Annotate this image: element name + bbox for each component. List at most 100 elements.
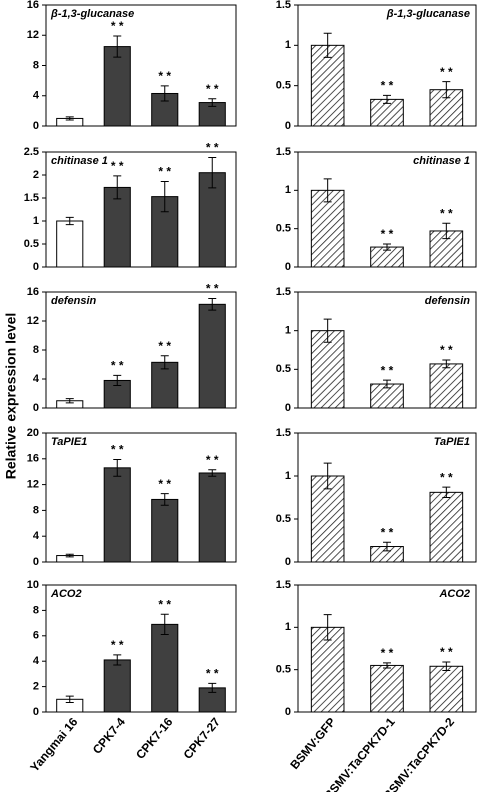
- significance: * *: [206, 453, 219, 467]
- bar: [310, 189, 345, 268]
- bar: [429, 665, 464, 713]
- error-bar: [442, 359, 451, 369]
- y-tick-label: 0: [33, 261, 39, 273]
- error-bar: [113, 35, 122, 58]
- significance: * *: [440, 470, 453, 484]
- y-tick-label: 20: [27, 427, 39, 439]
- bar: [429, 491, 464, 563]
- significance: * *: [111, 443, 124, 457]
- panel-title: chitinase 1: [51, 155, 108, 167]
- significance: * *: [206, 82, 219, 96]
- bar: [151, 361, 179, 409]
- significance: * *: [158, 597, 171, 611]
- error-bar: [160, 180, 169, 213]
- y-tick-label: 4: [33, 530, 40, 542]
- significance: * *: [206, 282, 219, 296]
- y-tick-label: 16: [27, 286, 39, 298]
- error-bar: [383, 379, 391, 389]
- significance: * *: [111, 159, 124, 173]
- y-tick-label: 0.5: [276, 664, 291, 676]
- y-tick-label: 0: [33, 120, 39, 132]
- panel-title: ACO2: [50, 588, 82, 600]
- y-tick-label: 1: [285, 39, 291, 51]
- y-tick-label: 0.5: [276, 80, 291, 92]
- significance: * *: [158, 165, 171, 179]
- y-tick-label: 2: [33, 681, 39, 693]
- panel-title: ACO2: [438, 588, 470, 600]
- error-bar: [65, 398, 74, 404]
- bar: [198, 472, 226, 563]
- y-tick-label: 16: [27, 0, 39, 11]
- significance: * *: [440, 206, 453, 220]
- error-bar: [442, 222, 451, 240]
- significance: * *: [111, 359, 124, 373]
- y-tick-label: 1: [285, 184, 291, 196]
- y-tick-label: 1: [285, 621, 291, 633]
- error-bar: [160, 85, 169, 102]
- significance: * *: [158, 69, 171, 83]
- significance: * *: [158, 477, 171, 491]
- y-axis-label: Relative expression level: [3, 313, 19, 480]
- bar: [429, 363, 464, 409]
- significance: * *: [440, 65, 453, 79]
- panel-title: β-1,3-glucanase: [386, 8, 470, 20]
- y-tick-label: 1: [33, 215, 39, 227]
- panel-title: β-1,3-glucanase: [50, 8, 134, 20]
- y-tick-label: 1.5: [276, 286, 291, 298]
- y-tick-label: 1.5: [276, 579, 291, 591]
- error-bar: [208, 157, 217, 189]
- y-tick-label: 10: [27, 579, 39, 591]
- error-bar: [160, 613, 169, 636]
- error-bar: [323, 462, 332, 490]
- panel-title: TaPIE1: [434, 436, 470, 448]
- significance: * *: [111, 638, 124, 652]
- y-tick-label: 1.5: [276, 146, 291, 158]
- error-bar: [65, 216, 74, 226]
- x-tick-label: CPK7-27: [181, 715, 224, 762]
- bar: [310, 330, 345, 409]
- significance: * *: [381, 525, 394, 539]
- error-bar: [383, 243, 391, 251]
- significance: * *: [206, 667, 219, 681]
- significance: * *: [381, 227, 394, 241]
- bar: [103, 186, 131, 268]
- y-tick-label: 2.5: [24, 146, 39, 158]
- panel-title: TaPIE1: [51, 436, 87, 448]
- bar: [103, 467, 131, 563]
- y-tick-label: 0: [285, 261, 291, 273]
- significance: * *: [111, 19, 124, 33]
- y-tick-label: 0: [285, 706, 291, 718]
- y-tick-label: 1.5: [276, 0, 291, 11]
- error-bar: [208, 298, 217, 311]
- y-tick-label: 0: [285, 402, 291, 414]
- significance: * *: [440, 645, 453, 659]
- error-bar: [323, 32, 332, 58]
- error-bar: [383, 94, 391, 104]
- error-bar: [208, 98, 217, 107]
- bar: [151, 498, 179, 563]
- y-tick-label: 0: [33, 556, 39, 568]
- y-tick-label: 4: [33, 655, 40, 667]
- error-bar: [442, 81, 451, 99]
- y-tick-label: 0.5: [276, 363, 291, 375]
- y-tick-label: 1: [285, 325, 291, 337]
- error-bar: [442, 661, 451, 672]
- y-tick-label: 4: [33, 373, 40, 385]
- error-bar: [383, 662, 391, 669]
- error-bar: [113, 458, 122, 477]
- y-tick-label: 0: [285, 556, 291, 568]
- significance: * *: [206, 141, 219, 155]
- y-tick-label: 1: [285, 470, 291, 482]
- error-bar: [383, 541, 391, 552]
- y-tick-label: 0: [285, 120, 291, 132]
- error-bar: [323, 318, 332, 343]
- error-bar: [323, 614, 332, 641]
- y-tick-label: 1.5: [24, 192, 39, 204]
- error-bar: [113, 654, 122, 666]
- bar: [370, 664, 404, 713]
- significance: * *: [440, 343, 453, 357]
- error-bar: [160, 493, 169, 506]
- y-tick-label: 6: [33, 630, 39, 642]
- x-tick-label: Yangmai 16: [27, 715, 80, 775]
- y-tick-label: 4: [33, 90, 40, 102]
